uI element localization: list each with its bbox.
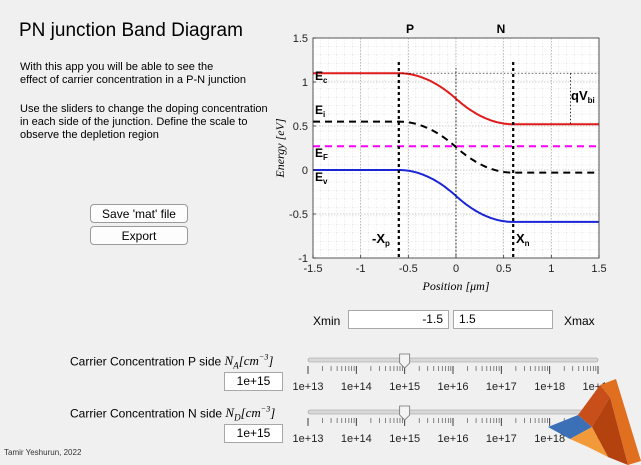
intrinsic-level-line (313, 120, 599, 174)
slider-tick-label: 1e+13 (293, 381, 324, 393)
x-tick-label: 0.5 (496, 263, 511, 275)
slider-tick-label: 1e+15 (389, 433, 420, 445)
slider-tick-label: 1e+17 (486, 381, 517, 393)
slider-tick-label: 1e+14 (341, 381, 372, 393)
axis-ticks: -1.5 -1 -0.5 0 0.5 1 1.51.510.50-0.5-1 (289, 33, 607, 275)
n-region-label: N (497, 22, 506, 36)
slider-n-label: Carrier Concentration N side ND[cm−3] (70, 405, 276, 423)
ec-label: Ec (315, 69, 328, 85)
x-tick-label: -1 (356, 263, 366, 275)
ei-label: Ei (315, 103, 325, 119)
slider-tick-label: 1e+18 (534, 433, 565, 445)
valence-band-line (313, 169, 599, 223)
xn-label: Xn (516, 231, 530, 248)
x-tick-label: -1.5 (304, 263, 323, 275)
y-tick-label: 1 (302, 77, 308, 89)
slider-tick-label: 1e+13 (293, 433, 324, 445)
intro-text: With this app you will be able to see th… (20, 61, 247, 86)
y-tick-label: 0 (302, 165, 308, 177)
slider-tick-label: 1e+15 (389, 381, 420, 393)
slider-tick-label: 1e+17 (486, 433, 517, 445)
slider-tick-label: 1e+14 (341, 433, 372, 445)
slider-p-label: Carrier Concentration P side NA[cm−3] (70, 353, 274, 371)
junction-markers (397, 62, 599, 258)
y-tick-label: 1.5 (293, 33, 308, 45)
xmin-input[interactable]: -1.5 (348, 310, 449, 329)
xmax-input[interactable]: 1.5 (453, 310, 553, 329)
instructions-text: Use the sliders to change the doping con… (20, 103, 268, 141)
x-tick-label: 0 (453, 263, 459, 275)
ev-label: Ev (315, 170, 328, 186)
y-tick-label: -1 (298, 253, 308, 265)
slider-p-value-field[interactable]: 1e+15 (224, 372, 283, 391)
y-tick-label: 0.5 (293, 121, 308, 133)
qvbi-label: qVbi (571, 88, 595, 105)
credit-text: Tamir Yeshurun, 2022 (4, 448, 82, 457)
x-tick-label: 1 (548, 263, 554, 275)
slider-track[interactable] (307, 357, 599, 363)
save-mat-button[interactable]: Save 'mat' file (90, 204, 188, 223)
xmin-label: Xmin (313, 314, 341, 328)
slider-thumb[interactable] (399, 353, 411, 369)
band-curves (313, 72, 599, 223)
slider-n-value-field[interactable]: 1e+15 (224, 424, 283, 443)
slider-tick-label: 1e+16 (438, 381, 469, 393)
slider-tick-label: 1e+18 (534, 381, 565, 393)
conduction-band-line (313, 72, 599, 126)
export-button[interactable]: Export (90, 226, 188, 245)
x-tick-label: 1.5 (591, 263, 606, 275)
y-tick-label: -0.5 (289, 209, 308, 221)
xmax-label: Xmax (564, 314, 595, 328)
app-title: PN junction Band Diagram (19, 20, 243, 41)
slider-tick-label: 1e+16 (438, 433, 469, 445)
xp-label: -Xp (372, 231, 390, 248)
ef-label: EF (315, 146, 328, 162)
p-region-label: P (406, 22, 414, 36)
matlab-logo-icon (548, 379, 641, 465)
slider-thumb[interactable] (399, 405, 411, 421)
band-diagram-plot: -1.5 -1 -0.5 0 0.5 1 1.51.510.50-0.5-1 P N Ene… (273, 22, 607, 293)
x-tick-label: -0.5 (399, 263, 418, 275)
y-axis-label: Energy [eV] (273, 118, 287, 179)
x-axis-label: Position [μm] (421, 279, 489, 293)
